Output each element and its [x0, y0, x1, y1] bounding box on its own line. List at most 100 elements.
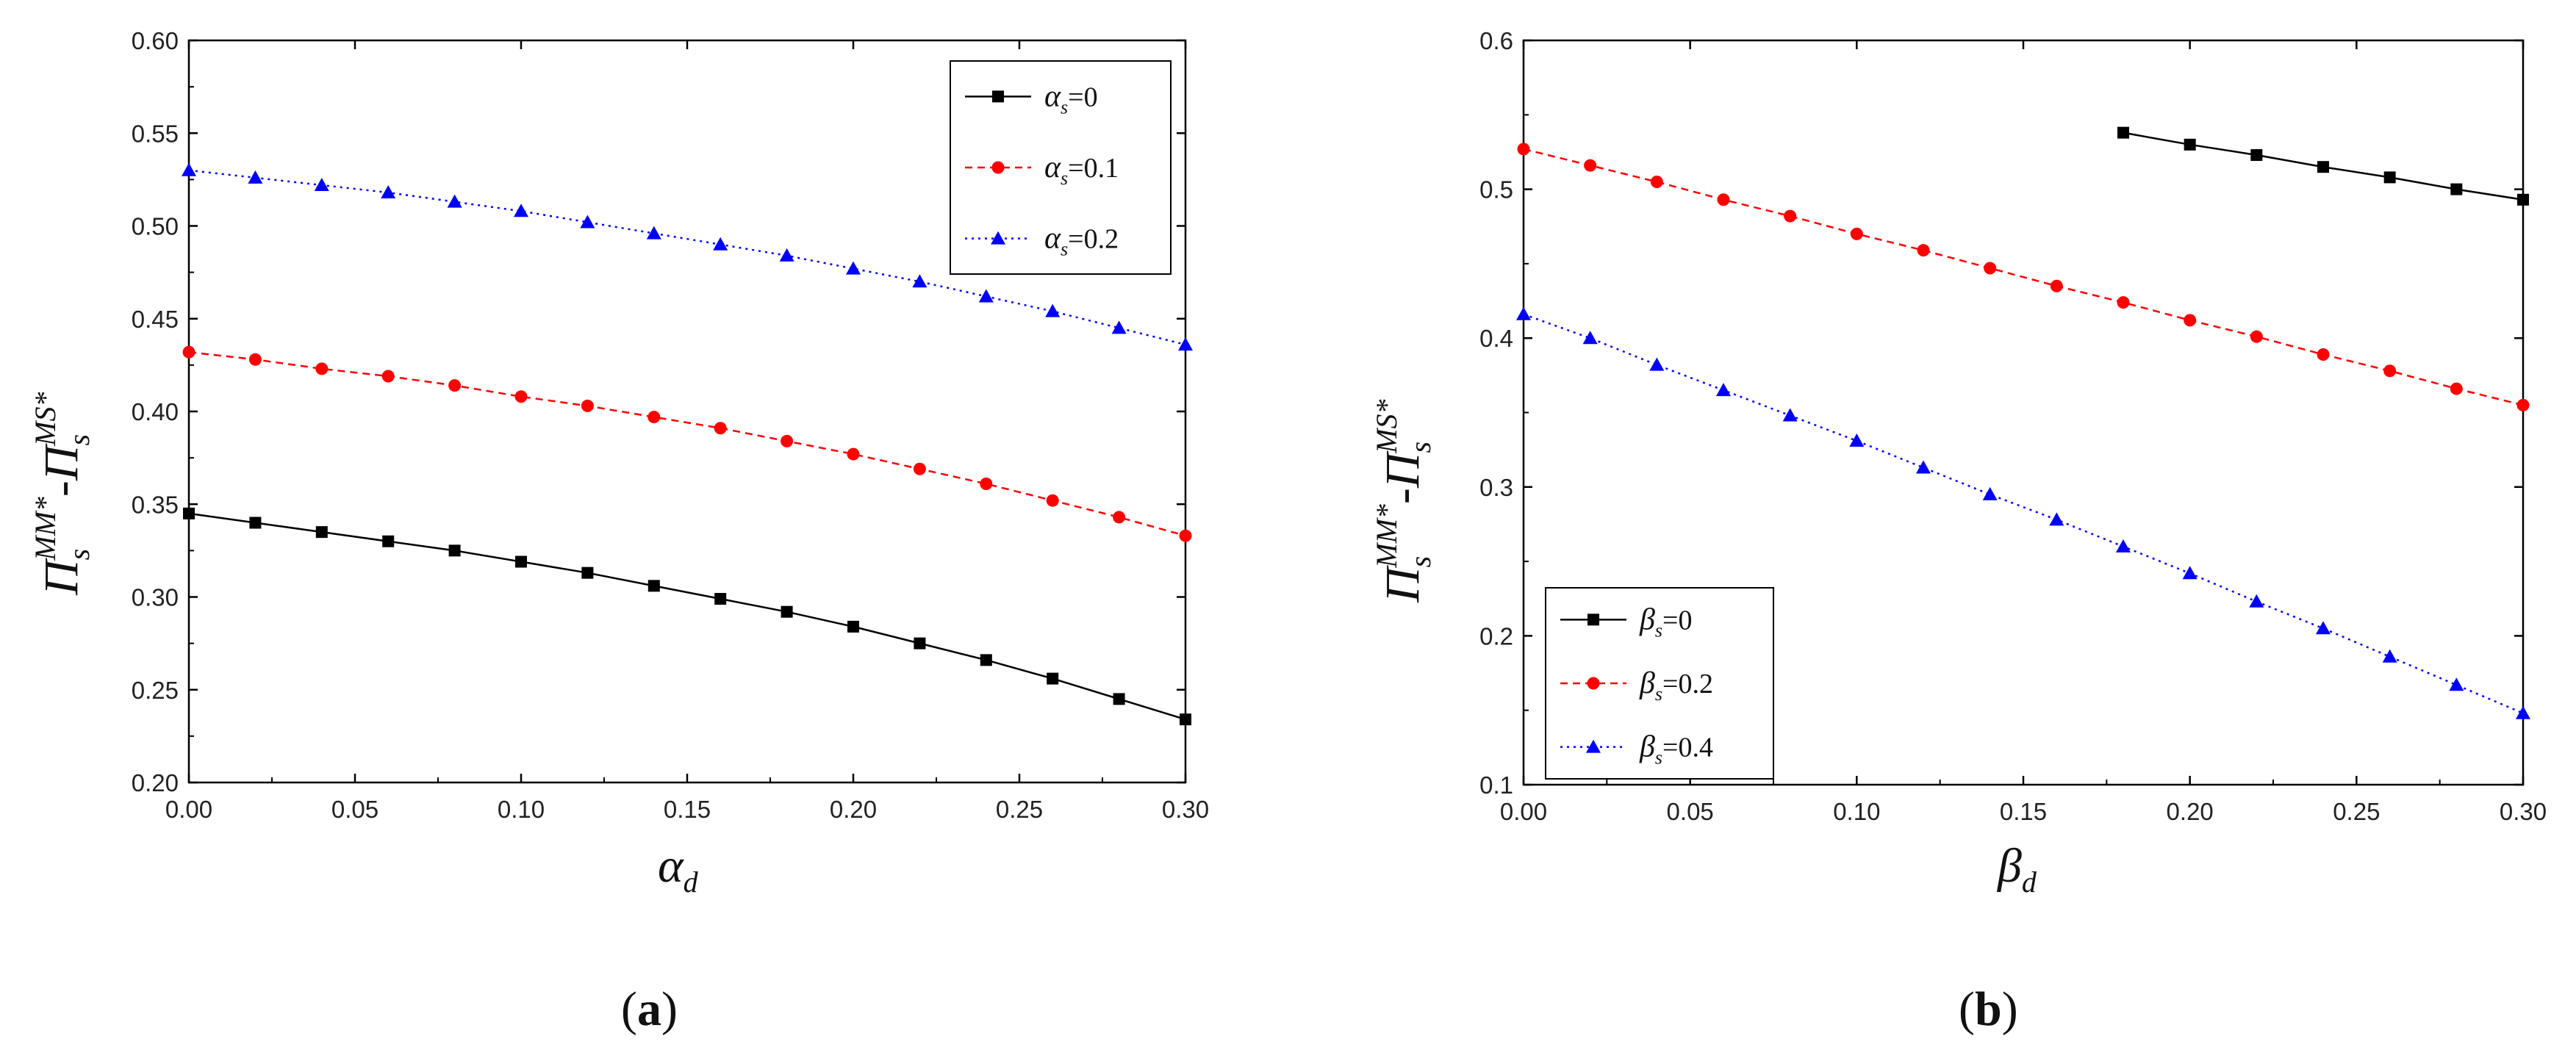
- data-point-series-1: [980, 477, 993, 490]
- y-tick-label: 0.40: [132, 398, 179, 425]
- data-point-series-0: [1113, 693, 1125, 705]
- x-tick-label: 0.00: [1500, 798, 1547, 825]
- data-point-series-2: [1982, 486, 1998, 500]
- data-point-series-2: [2382, 649, 2397, 663]
- data-point-series-0: [2184, 138, 2196, 151]
- legend-label-1: βs=0.2: [1639, 666, 1713, 705]
- x-tick-label: 0.10: [1833, 798, 1880, 825]
- data-point-series-1: [2450, 382, 2463, 395]
- series-line-1: [188, 350, 1186, 537]
- data-point-series-1: [714, 422, 727, 435]
- data-point-series-1: [1984, 262, 1997, 275]
- data-point-series-0: [2517, 193, 2529, 206]
- data-point-series-1: [448, 379, 462, 392]
- data-point-series-1: [2317, 348, 2330, 361]
- data-point-series-0: [382, 535, 395, 547]
- x-axis-title-b: βd: [1996, 839, 2037, 899]
- data-point-series-1: [1517, 143, 1530, 156]
- data-point-series-1: [182, 345, 195, 359]
- data-point-series-2: [1582, 331, 1598, 345]
- legend-marker-0: [1587, 614, 1599, 626]
- panel-caption-b: (b): [1959, 982, 2018, 1036]
- series-group-a: [182, 162, 1193, 726]
- data-point-series-0: [2450, 183, 2463, 195]
- axes-b: 0.00 0.05 0.10 0.15 0.20 0.25 0.30 0.1 0.2 0.3 0.4…: [1479, 27, 2547, 825]
- data-point-series-2: [2516, 705, 2530, 719]
- y-tick-label: 0.6: [1479, 27, 1513, 54]
- y-tick-label: 0.35: [132, 491, 179, 518]
- data-point-series-2: [912, 274, 928, 288]
- data-point-series-2: [1849, 433, 1865, 447]
- legend-label-0: βs=0: [1639, 602, 1692, 641]
- data-point-series-2: [1916, 460, 1931, 474]
- y-axis-title-b: ΠsMM*-ΠsMS*: [1370, 400, 1437, 603]
- x-axis-title-a: αd: [658, 839, 699, 899]
- data-point-series-0: [980, 654, 992, 666]
- data-point-series-0: [581, 566, 594, 579]
- y-tick-label: 0.55: [132, 120, 179, 147]
- data-point-series-1: [2250, 330, 2263, 343]
- legend-marker-1: [991, 161, 1005, 174]
- data-point-series-0: [781, 605, 793, 618]
- y-axis-title-a: ΠsMM*-ΠsMS*: [29, 392, 96, 596]
- data-point-series-2: [2116, 539, 2131, 553]
- data-point-series-1: [1046, 494, 1059, 507]
- data-point-series-1: [2516, 398, 2530, 411]
- data-point-series-2: [978, 289, 994, 303]
- chart-panel-a: 0.00 0.05 0.10 0.15 0.20 0.25 0.30 0.20 0.25 0.30…: [29, 27, 1209, 1036]
- data-point-series-2: [580, 215, 595, 229]
- data-point-series-1: [913, 462, 926, 475]
- legend-label-0: αs=0: [1044, 79, 1098, 118]
- data-point-series-1: [1179, 529, 1192, 542]
- series-group-b: [1516, 126, 2530, 719]
- x-tick-label: 0.20: [830, 796, 877, 823]
- data-point-series-0: [2317, 161, 2329, 173]
- legend-marker-0: [992, 90, 1004, 103]
- data-point-series-1: [2184, 314, 2197, 327]
- data-point-series-2: [1716, 383, 1731, 397]
- data-point-series-2: [1649, 357, 1665, 371]
- data-point-series-1: [1917, 244, 1930, 257]
- data-point-series-1: [514, 390, 528, 403]
- legend-b: βs=0 βs=0.2 βs=0.4: [1545, 587, 1774, 780]
- y-tick-label: 0.50: [132, 213, 179, 240]
- data-point-series-1: [647, 411, 661, 424]
- data-point-series-2: [2182, 566, 2198, 580]
- series-line-2: [188, 169, 1186, 346]
- data-point-series-2: [514, 204, 528, 217]
- data-point-series-2: [1111, 320, 1127, 334]
- data-point-series-2: [1516, 306, 1531, 320]
- data-point-series-1: [1584, 159, 1597, 172]
- data-point-series-2: [1782, 408, 1798, 422]
- data-point-series-2: [846, 261, 861, 275]
- data-point-series-0: [249, 517, 262, 529]
- y-tick-label: 0.45: [132, 306, 179, 333]
- axes-a: 0.00 0.05 0.10 0.15 0.20 0.25 0.30 0.20 0.25 0.30…: [132, 27, 1209, 823]
- legend-marker-2: [1586, 739, 1601, 753]
- legend-marker-1: [1587, 677, 1600, 690]
- data-point-series-0: [647, 580, 660, 592]
- x-tick-label: 0.00: [165, 796, 212, 823]
- data-point-series-1: [2383, 364, 2397, 378]
- data-point-series-1: [581, 399, 594, 412]
- data-point-series-2: [2316, 621, 2331, 635]
- data-point-series-1: [248, 353, 262, 366]
- data-point-series-1: [315, 362, 329, 375]
- data-point-series-2: [2449, 677, 2464, 691]
- data-point-series-1: [381, 370, 395, 383]
- data-point-series-2: [2249, 594, 2264, 608]
- data-point-series-0: [714, 593, 727, 605]
- data-point-series-2: [314, 177, 329, 191]
- data-point-series-2: [646, 226, 661, 240]
- data-point-series-2: [248, 170, 263, 184]
- series-line-1: [1523, 148, 2524, 406]
- data-point-series-0: [914, 637, 926, 650]
- x-tick-label: 0.15: [2000, 798, 2047, 825]
- x-tick-label: 0.30: [2500, 798, 2547, 825]
- data-point-series-2: [447, 194, 462, 208]
- data-point-series-1: [781, 434, 794, 447]
- y-tick-label: 0.4: [1479, 325, 1513, 352]
- data-point-series-0: [448, 544, 461, 557]
- y-tick-label: 0.20: [132, 769, 179, 796]
- x-tick-label: 0.05: [1667, 798, 1714, 825]
